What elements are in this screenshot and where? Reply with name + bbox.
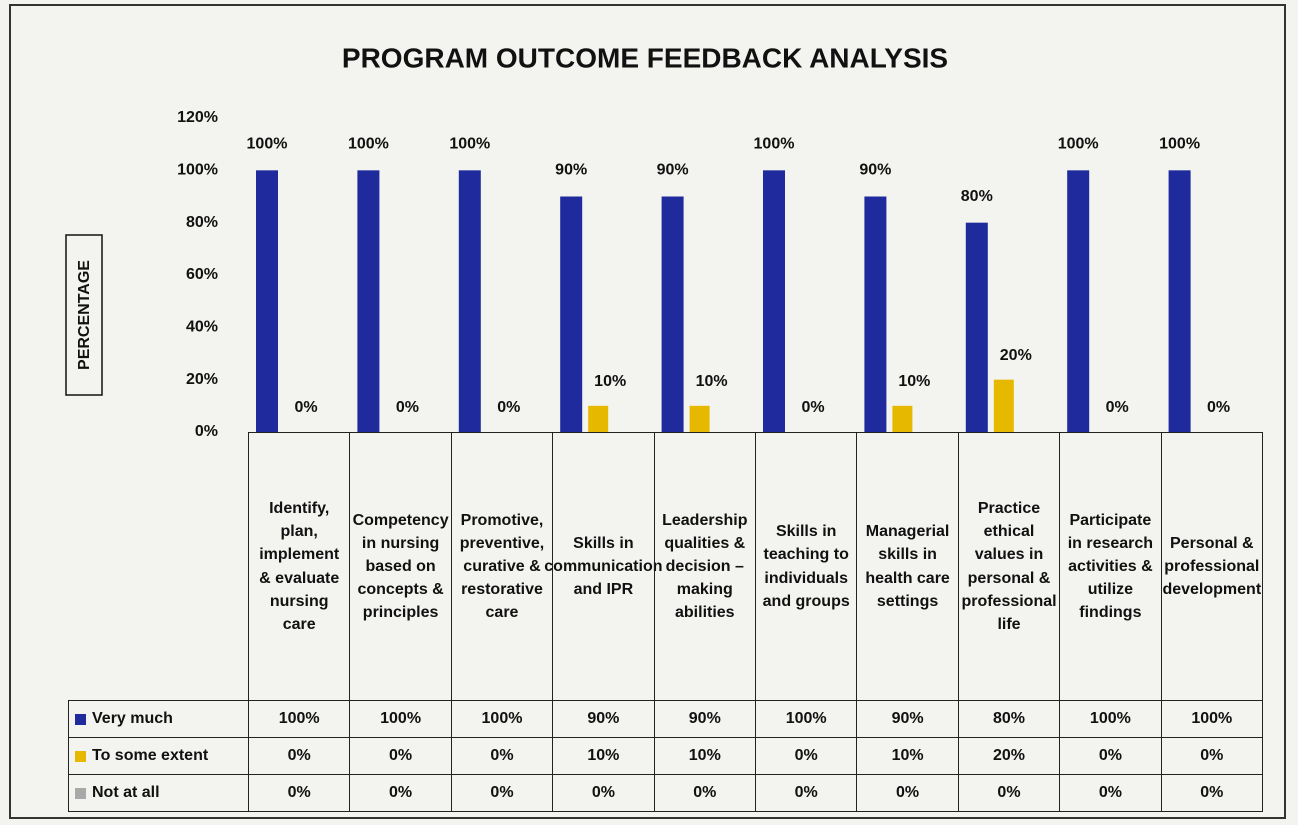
table-value: 0%: [248, 774, 351, 812]
chart-title: PROGRAM OUTCOME FEEDBACK ANALYSIS: [342, 42, 948, 73]
data-label: 10%: [696, 373, 728, 390]
legend-label: Very much: [92, 710, 173, 728]
data-label: 0%: [1106, 399, 1129, 416]
table-value: 90%: [552, 700, 655, 738]
bar: [1067, 170, 1090, 433]
table-value: 10%: [856, 737, 959, 775]
table-value: 0%: [653, 774, 756, 812]
table-value: 0%: [450, 774, 554, 812]
table-value: 100%: [755, 700, 858, 738]
bar: [892, 405, 913, 432]
data-label: 100%: [1159, 136, 1200, 153]
table-value: 0%: [1160, 737, 1263, 775]
table-value: 0%: [1059, 737, 1162, 775]
bar: [588, 405, 609, 432]
bar: [661, 196, 684, 432]
table-value: 0%: [755, 737, 858, 775]
table-value: 100%: [1059, 700, 1162, 738]
data-label: 20%: [1000, 347, 1032, 364]
table-value: 0%: [450, 737, 554, 775]
y-tick-label: 20%: [186, 371, 218, 388]
data-label: 0%: [1207, 399, 1230, 416]
table-value: 80%: [957, 700, 1061, 738]
data-label: 100%: [348, 136, 389, 153]
data-label: 80%: [961, 188, 993, 205]
table-value: 100%: [1160, 700, 1263, 738]
table-value: 0%: [957, 774, 1061, 812]
data-label: 90%: [657, 162, 689, 179]
y-tick-label: 80%: [186, 214, 218, 231]
data-label: 0%: [801, 399, 824, 416]
y-label-box: [65, 234, 103, 396]
category-label: Participate in research activities & uti…: [1059, 432, 1162, 701]
category-label: Promotive, preventive, curative & restor…: [450, 432, 554, 701]
data-label: 10%: [898, 373, 930, 390]
y-tick-label: 100%: [177, 162, 218, 179]
bar: [1168, 170, 1191, 433]
y-axis-label: PERCENTAGE: [76, 260, 93, 370]
data-label: 100%: [754, 136, 795, 153]
table-value: 0%: [349, 737, 452, 775]
bar: [689, 405, 710, 432]
y-tick-label: 60%: [186, 266, 218, 283]
data-label: 90%: [859, 162, 891, 179]
category-label: Practice ethical values in personal & pr…: [957, 432, 1061, 701]
table-value: 0%: [1059, 774, 1162, 812]
y-tick-label: 40%: [186, 319, 218, 336]
data-label: 10%: [594, 373, 626, 390]
legend-entry: Not at all: [68, 774, 249, 812]
table-value: 10%: [552, 737, 655, 775]
bar: [864, 196, 887, 432]
table-value: 90%: [653, 700, 756, 738]
bar: [965, 222, 988, 432]
legend-swatch: [75, 750, 86, 762]
category-label: Skills in communication and IPR: [544, 432, 663, 701]
table-value: 0%: [552, 774, 655, 812]
category-label: Skills in teaching to individuals and gr…: [755, 432, 858, 701]
data-label: 100%: [449, 136, 490, 153]
table-value: 100%: [248, 700, 351, 738]
table-value: 90%: [856, 700, 959, 738]
legend-label: To some extent: [92, 747, 209, 765]
table-value: 0%: [856, 774, 959, 812]
bar: [458, 170, 481, 433]
table-value: 0%: [349, 774, 452, 812]
category-label: Personal & professional development: [1160, 432, 1263, 701]
table-value: 0%: [755, 774, 858, 812]
table-value: 0%: [248, 737, 351, 775]
category-label: Managerial skills in health care setting…: [856, 432, 959, 701]
category-label: Competency in nursing based on concepts …: [349, 432, 452, 701]
y-tick-label: 120%: [177, 109, 218, 126]
data-label: 100%: [1058, 136, 1099, 153]
legend-label: Not at all: [92, 784, 160, 802]
table-value: 100%: [349, 700, 452, 738]
legend-swatch: [75, 787, 86, 799]
bar: [993, 379, 1014, 432]
data-label: 0%: [396, 399, 419, 416]
category-label: Leadership qualities & decision – making…: [653, 432, 756, 701]
bar: [256, 170, 278, 433]
table-value: 20%: [957, 737, 1061, 775]
table-value: 0%: [1160, 774, 1263, 812]
bar: [763, 170, 785, 433]
y-tick-label: 0%: [195, 423, 218, 440]
data-label: 0%: [294, 399, 317, 416]
data-label: 90%: [555, 162, 587, 179]
legend-entry: Very much: [68, 700, 249, 738]
bar: [560, 196, 583, 432]
legend-swatch: [75, 713, 86, 725]
table-value: 100%: [450, 700, 554, 738]
category-label: Identify, plan, implement & evaluate nur…: [248, 432, 351, 701]
frame: [9, 4, 1286, 819]
table-value: 10%: [653, 737, 756, 775]
data-label: 100%: [247, 136, 288, 153]
data-label: 0%: [497, 399, 520, 416]
bar: [357, 170, 380, 433]
legend-entry: To some extent: [68, 737, 249, 775]
